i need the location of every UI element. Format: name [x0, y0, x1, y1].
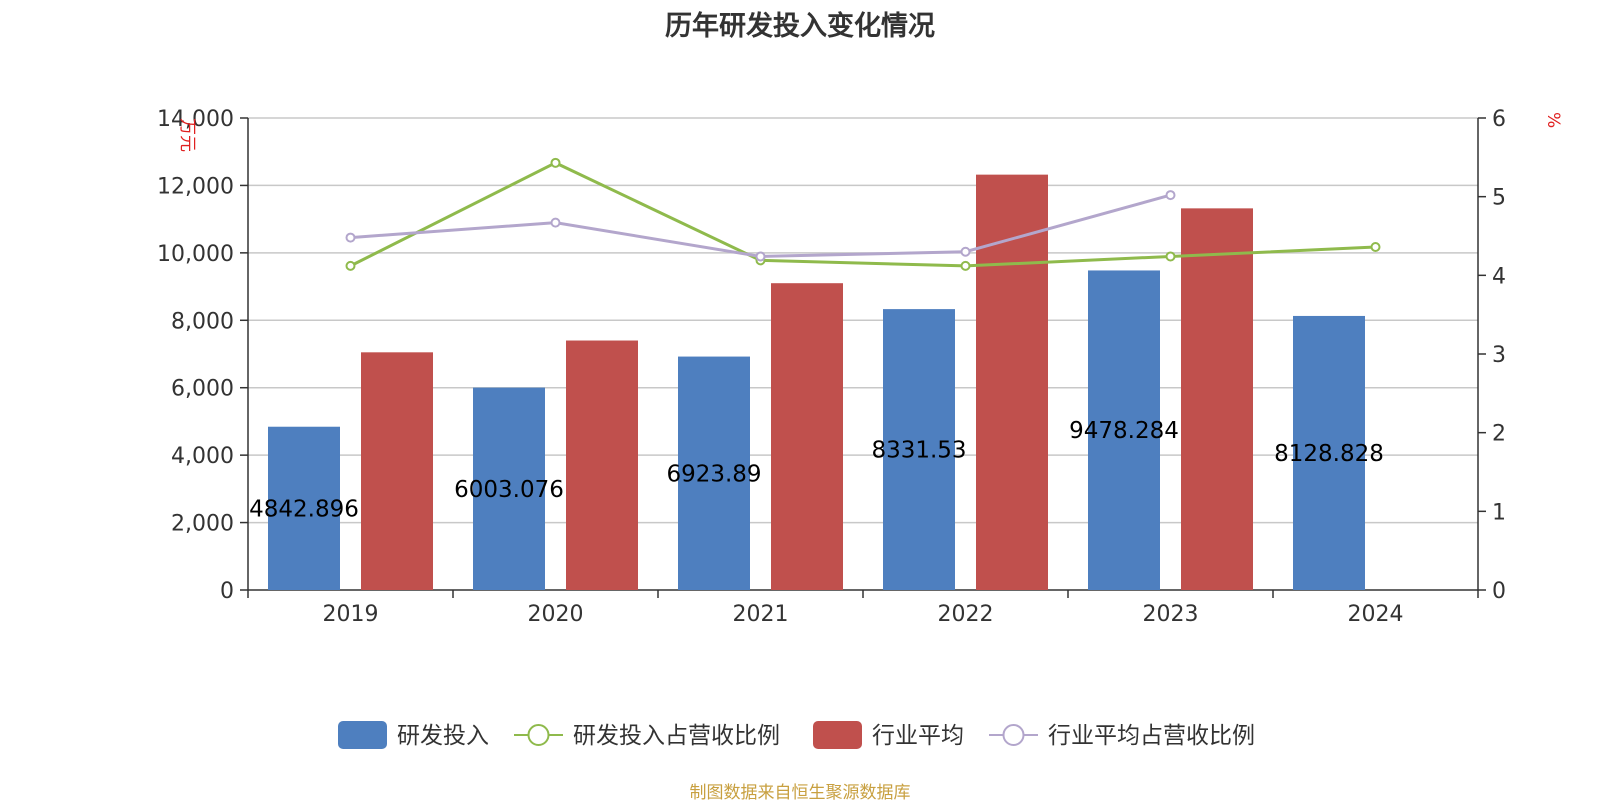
bar-data-label: 6003.076 [454, 477, 564, 503]
bar-data-label: 9478.284 [1069, 418, 1179, 444]
bar-data-label: 6923.89 [666, 461, 761, 487]
bar-data-label: 8128.828 [1274, 441, 1384, 467]
legend-swatch-bar [338, 721, 387, 749]
y-right-tick-label: 5 [1492, 186, 1506, 211]
legend-swatch-marker [527, 724, 550, 746]
y-left-tick-label: 0 [220, 579, 234, 604]
bar-rd-investment [1293, 315, 1365, 590]
y-left-tick-label: 8,000 [171, 309, 234, 334]
legend-label: 行业平均 [872, 723, 964, 749]
legend-label: 行业平均占营收比例 [1048, 723, 1255, 749]
x-tick-label: 2024 [1348, 602, 1404, 627]
bar-industry-average [1181, 208, 1253, 590]
source-note: 制图数据来自恒生聚源数据库 [689, 783, 911, 803]
y-left-unit-label: 万元 [177, 118, 197, 152]
line-layer [345, 157, 1381, 271]
line-rd-ratio [349, 161, 1376, 268]
legend-layer: 研发投入 研发投入占营收比例 行业平均 行业平均占营收比例 [338, 721, 1255, 749]
bar-rd-investment [883, 309, 955, 590]
bar-rd-investment [1088, 270, 1160, 590]
point-industry-ratio [1165, 190, 1176, 201]
legend-label: 研发投入占营收比例 [573, 723, 780, 749]
point-rd-ratio [345, 260, 356, 271]
point-industry-ratio [960, 246, 971, 257]
legend-swatch-marker [1002, 724, 1025, 746]
y-right-tick-label: 3 [1492, 343, 1506, 368]
point-industry-ratio [345, 232, 356, 243]
bar-data-label: 4842.896 [249, 496, 359, 522]
y-right-tick-label: 6 [1492, 107, 1506, 132]
bar-industry-average [566, 340, 638, 590]
x-tick-label: 2022 [938, 602, 994, 627]
y-right-tick-label: 0 [1492, 579, 1506, 604]
x-tick-label: 2021 [733, 602, 789, 627]
x-tick-label: 2023 [1143, 602, 1199, 627]
point-rd-ratio [1165, 251, 1176, 262]
y-left-tick-label: 12,000 [157, 174, 234, 199]
label-layer: 4842.896 6003.076 6923.89 8331.53 9478.284 81… [249, 418, 1384, 522]
chart-title: 历年研发投入变化情况 [665, 11, 935, 42]
y-left-tick-label: 10,000 [157, 242, 234, 267]
bar-industry-average [361, 352, 433, 590]
y-left-tick-label: 6,000 [171, 377, 234, 402]
y-right-tick-label: 4 [1492, 264, 1506, 289]
y-left-tick-label: 14,000 [157, 107, 234, 132]
grid-layer [248, 117, 1478, 524]
x-tick-label: 2020 [528, 602, 584, 627]
bar-rd-investment [678, 356, 750, 590]
y-left-tick-label: 4,000 [171, 444, 234, 469]
y-right-unit-label: % [1543, 112, 1563, 128]
point-industry-ratio [550, 217, 561, 228]
bar-data-label: 8331.53 [871, 438, 966, 464]
bar-rd-investment [473, 387, 545, 590]
legend-label: 研发投入 [397, 723, 489, 749]
legend-swatch-bar [813, 721, 862, 749]
bar-rd-investment [268, 426, 340, 590]
bar-industry-average [771, 283, 843, 590]
y-left-tick-label: 2,000 [171, 512, 234, 537]
point-rd-ratio [550, 157, 561, 168]
point-rd-ratio [1370, 242, 1381, 253]
point-industry-ratio [755, 251, 766, 262]
axis-layer: 0 2,000 4,000 6,000 8,000 10,000 12,000 14,000 0… [157, 107, 1563, 627]
bar-industry-average [976, 174, 1048, 590]
point-rd-ratio [960, 260, 971, 271]
y-right-tick-label: 2 [1492, 422, 1506, 447]
y-right-tick-label: 1 [1492, 500, 1506, 525]
x-tick-label: 2019 [323, 602, 379, 627]
bar-layer [268, 174, 1365, 590]
